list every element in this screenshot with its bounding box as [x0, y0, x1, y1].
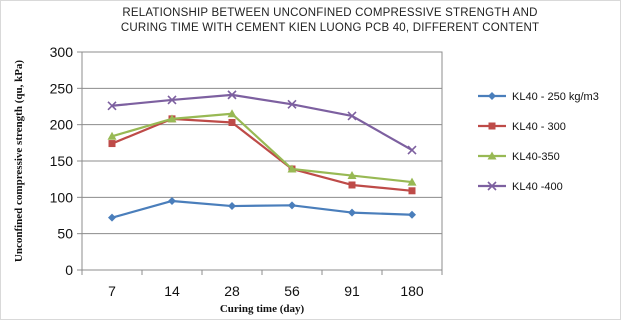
- data-point: [407, 177, 417, 186]
- series-4: [107, 90, 417, 155]
- series-line: [111, 93, 413, 152]
- data-point: [408, 210, 416, 219]
- x-tick-label: 7: [108, 283, 116, 299]
- series-2: [108, 115, 416, 195]
- x-tick-label: 56: [284, 283, 300, 299]
- legend-marker: [488, 92, 496, 100]
- data-point: [348, 181, 356, 189]
- y-tick-label: 0: [65, 262, 73, 278]
- series-group: [107, 90, 417, 222]
- data-point: [408, 187, 416, 195]
- y-axis-ticks: 0 50 100 150 200 250 300: [50, 44, 82, 278]
- series-1: [108, 196, 416, 222]
- legend-item-3: KL40-350: [478, 151, 560, 163]
- chart-title: RELATIONSHIP BETWEEN UNCONFINED COMPRESS…: [121, 7, 539, 34]
- chart-title-line-1: RELATIONSHIP BETWEEN UNCONFINED COMPRESS…: [122, 7, 537, 19]
- y-tick-label: 250: [50, 80, 74, 96]
- legend-label: KL40 - 250 kg/m3: [512, 91, 599, 103]
- x-tick-label: 28: [224, 283, 240, 299]
- legend-item-2: KL40 - 300: [478, 121, 566, 133]
- data-point: [347, 111, 357, 121]
- data-point: [287, 99, 297, 109]
- data-point: [228, 118, 236, 126]
- data-point: [107, 101, 117, 111]
- legend: KL40 - 250 kg/m3 KL40 - 300 KL40-350 KL40 -…: [478, 91, 599, 193]
- legend-label: KL40 -400: [512, 181, 563, 193]
- x-axis-ticks: 7 14 28 56 91 180: [81, 270, 443, 299]
- series-3: [107, 109, 417, 186]
- x-tick-label: 14: [164, 283, 180, 299]
- legend-marker: [487, 151, 497, 160]
- y-tick-label: 150: [50, 153, 74, 169]
- series-line: [111, 112, 413, 184]
- data-point: [227, 109, 237, 118]
- data-point: [288, 201, 296, 210]
- data-point: [407, 145, 417, 155]
- data-point: [287, 164, 297, 173]
- x-tick-label: 91: [344, 283, 360, 299]
- chart-title-line-2: CURING TIME WITH CEMENT KIEN LUONG PCB 4…: [121, 22, 539, 34]
- legend-marker: [487, 181, 497, 191]
- data-point: [108, 213, 116, 222]
- data-point: [227, 90, 237, 100]
- data-point: [108, 140, 116, 148]
- legend-label: KL40 - 300: [512, 121, 566, 133]
- data-point: [107, 131, 117, 140]
- data-point: [167, 95, 177, 105]
- data-point: [167, 114, 177, 123]
- y-axis-label: Unconfined compressive strength (qu, kPa…: [13, 60, 25, 263]
- series-line: [111, 117, 413, 192]
- series-line: [111, 199, 413, 219]
- y-tick-label: 100: [50, 189, 74, 205]
- y-tick-label: 50: [57, 226, 73, 242]
- x-tick-label: 180: [400, 283, 424, 299]
- data-point: [168, 196, 176, 205]
- legend-marker: [488, 122, 496, 130]
- legend-item-4: KL40 -400: [478, 181, 563, 193]
- legend-item-1: KL40 - 250 kg/m3: [478, 91, 599, 103]
- y-tick-label: 300: [50, 44, 74, 60]
- data-point: [348, 208, 356, 217]
- legend-label: KL40-350: [512, 151, 560, 163]
- y-tick-label: 200: [50, 117, 74, 133]
- x-axis-label: Curing time (day): [220, 303, 305, 315]
- data-point: [347, 171, 357, 180]
- data-point: [228, 202, 236, 211]
